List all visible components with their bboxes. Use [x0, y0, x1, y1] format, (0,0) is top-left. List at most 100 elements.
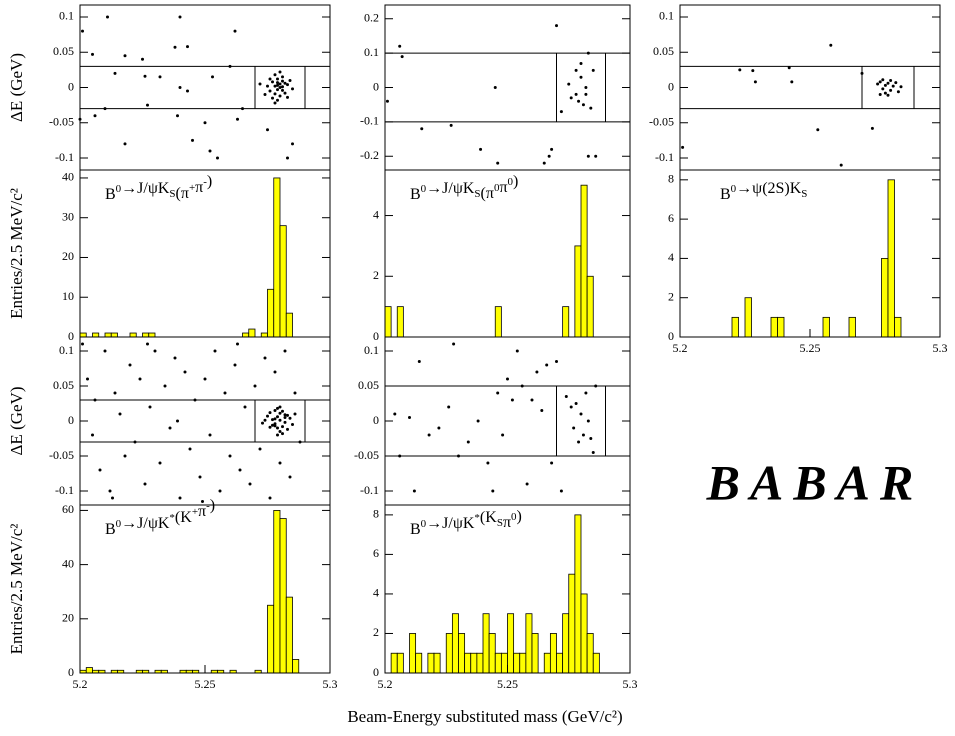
- point: [577, 440, 581, 444]
- point: [236, 342, 239, 346]
- bar: [458, 633, 466, 674]
- point: [268, 77, 272, 81]
- plot-frame: [79, 169, 331, 338]
- bar: [433, 652, 441, 674]
- point: [530, 398, 534, 402]
- point: [899, 85, 903, 89]
- bar: [384, 306, 392, 338]
- bar: [500, 652, 508, 674]
- bar: [586, 275, 594, 338]
- y-tick-label: -0.1: [655, 150, 674, 164]
- point: [173, 45, 177, 49]
- point: [408, 416, 411, 419]
- y-tick-label: 10: [62, 289, 74, 303]
- title-part: B: [720, 186, 731, 203]
- title-part: (K: [480, 509, 497, 526]
- point: [790, 80, 794, 84]
- point: [479, 147, 483, 151]
- point: [266, 84, 269, 88]
- point: [286, 83, 289, 87]
- point: [878, 80, 882, 84]
- point: [567, 82, 571, 86]
- point: [278, 94, 282, 98]
- point: [91, 52, 94, 56]
- bar: [129, 332, 137, 338]
- bar: [285, 596, 293, 674]
- point: [525, 482, 529, 486]
- point: [579, 61, 583, 65]
- plot-frame: [384, 336, 631, 506]
- point: [278, 411, 282, 415]
- point: [559, 489, 563, 493]
- point: [276, 98, 279, 102]
- point: [584, 86, 588, 89]
- x-axis-label: Beam-Energy substituted mass (GeV/c²): [347, 707, 622, 726]
- point: [233, 29, 237, 33]
- point: [584, 391, 588, 395]
- bar: [267, 604, 275, 674]
- y-axis-label: Entries/2.5 MeV/c²: [7, 188, 26, 319]
- title-part: ): [513, 173, 518, 190]
- point: [550, 461, 554, 465]
- title-part: ): [207, 173, 212, 190]
- y-tick-label: 2: [373, 625, 379, 639]
- point: [829, 43, 833, 47]
- point: [876, 82, 880, 86]
- point: [193, 398, 197, 402]
- point: [113, 391, 117, 395]
- y-tick-label: 4: [668, 250, 674, 264]
- title-part: →J/ψK: [121, 180, 170, 197]
- point: [291, 142, 294, 146]
- point: [589, 437, 593, 440]
- title-part: S: [497, 517, 503, 529]
- point: [540, 409, 544, 412]
- bar: [482, 613, 490, 674]
- point: [271, 423, 274, 427]
- title-part: π: [499, 179, 507, 196]
- y-tick-label: 0: [68, 79, 74, 93]
- y-tick-label: 0.1: [59, 9, 74, 23]
- panel-title: B0→J/ψK*(K+π-): [105, 497, 215, 538]
- point: [579, 412, 583, 416]
- x-tick-label: 5.3: [933, 341, 948, 355]
- bar: [881, 258, 889, 338]
- point: [273, 84, 277, 88]
- point: [520, 384, 524, 388]
- point: [281, 79, 284, 83]
- y-tick-label: -0.1: [55, 483, 74, 497]
- point: [878, 93, 882, 97]
- y-tick-label: 0: [668, 329, 674, 343]
- point: [123, 54, 127, 58]
- point: [476, 419, 480, 423]
- point: [886, 81, 890, 85]
- bar: [279, 225, 287, 338]
- title-part: 0: [731, 183, 737, 195]
- point: [545, 363, 549, 367]
- point: [268, 425, 272, 429]
- point: [889, 78, 893, 82]
- bar: [887, 179, 895, 338]
- bar: [142, 332, 150, 338]
- y-tick-label: 0.1: [364, 343, 379, 357]
- y-tick-label: 40: [62, 170, 74, 184]
- point: [93, 398, 97, 402]
- point: [579, 75, 583, 79]
- point: [881, 78, 885, 82]
- point: [208, 433, 212, 437]
- point: [143, 482, 147, 486]
- bar: [445, 633, 453, 674]
- point: [581, 433, 585, 437]
- point: [288, 416, 292, 420]
- bar: [488, 633, 496, 674]
- point: [577, 99, 581, 103]
- y-tick-label: 8: [668, 172, 674, 186]
- point: [896, 90, 900, 94]
- y-tick-label: -0.05: [49, 115, 74, 129]
- point: [286, 413, 289, 417]
- point: [146, 342, 149, 346]
- point: [555, 360, 558, 363]
- point: [283, 91, 287, 95]
- point: [559, 110, 563, 114]
- point: [584, 92, 588, 96]
